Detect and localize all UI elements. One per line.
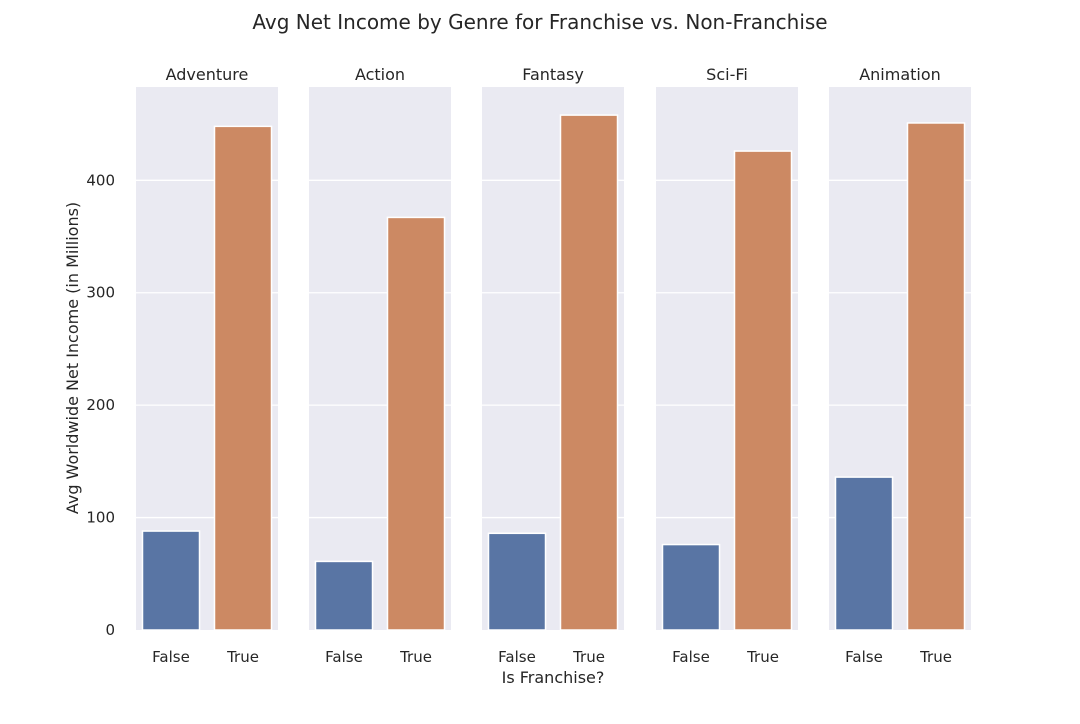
- panel-title: Sci-Fi: [706, 65, 748, 84]
- x-tick-label: False: [498, 648, 536, 666]
- y-tick-label: 0: [105, 621, 115, 639]
- bar-false: [487, 532, 547, 631]
- bar-false: [834, 476, 894, 631]
- bar-true: [733, 150, 793, 631]
- facet-panel-animation: Animation False True: [829, 65, 971, 666]
- facet-panel-sci-fi: Sci-Fi False True: [656, 65, 798, 666]
- x-tick-label: True: [572, 648, 605, 666]
- facet-panels: Adventure False True 0 100 200 300 400 Action Fal…: [86, 65, 971, 666]
- facet-panel-action: Action False True: [309, 65, 451, 666]
- bar-true: [213, 125, 273, 631]
- x-tick-label: False: [152, 648, 190, 666]
- x-axis-label: Is Franchise?: [502, 668, 605, 687]
- panel-title: Action: [355, 65, 405, 84]
- y-tick-label: 300: [86, 284, 115, 302]
- panel-title: Animation: [859, 65, 941, 84]
- x-tick-label: False: [325, 648, 363, 666]
- x-tick-label: False: [672, 648, 710, 666]
- y-tick-label: 400: [86, 171, 115, 189]
- x-tick-label: False: [845, 648, 883, 666]
- y-axis-label: Avg Worldwide Net Income (in Millions): [63, 202, 82, 514]
- facet-panel-fantasy: Fantasy False True: [482, 65, 624, 666]
- x-tick-label: True: [226, 648, 259, 666]
- bar-true: [906, 122, 966, 631]
- y-tick-label: 200: [86, 396, 115, 414]
- x-tick-label: True: [746, 648, 779, 666]
- bar-false: [141, 530, 201, 631]
- bar-true: [386, 216, 446, 631]
- y-tick-label: 100: [86, 509, 115, 527]
- bar-false: [314, 560, 374, 631]
- chart-title: Avg Net Income by Genre for Franchise vs…: [252, 10, 827, 34]
- bar-true: [559, 114, 619, 631]
- bar-false: [661, 543, 721, 631]
- x-tick-label: True: [399, 648, 432, 666]
- x-tick-label: True: [919, 648, 952, 666]
- panel-title: Fantasy: [522, 65, 584, 84]
- facet-panel-adventure: Adventure False True 0 100 200 300 400: [86, 65, 278, 666]
- panel-title: Adventure: [166, 65, 249, 84]
